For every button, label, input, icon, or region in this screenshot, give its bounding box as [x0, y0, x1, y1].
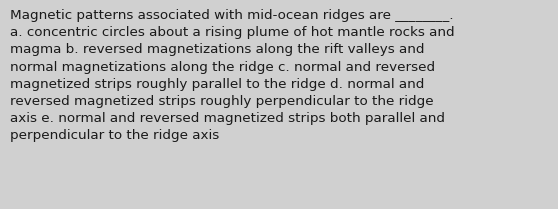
Text: Magnetic patterns associated with mid-ocean ridges are ________.
a. concentric c: Magnetic patterns associated with mid-oc… [10, 9, 455, 142]
